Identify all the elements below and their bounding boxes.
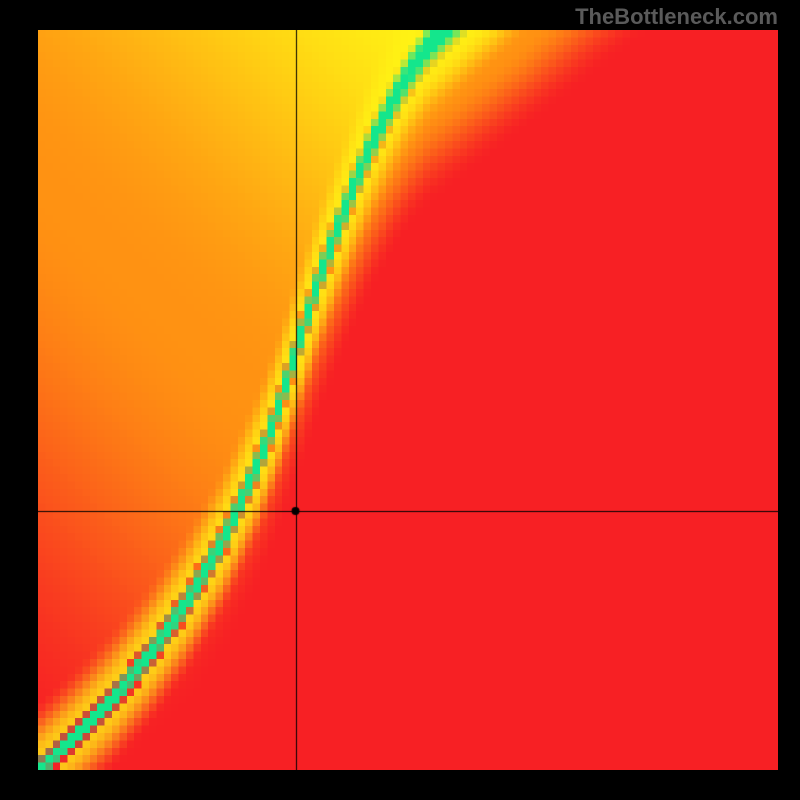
- watermark-text: TheBottleneck.com: [575, 4, 778, 30]
- crosshair-overlay: [38, 30, 778, 770]
- chart-container: TheBottleneck.com: [0, 0, 800, 800]
